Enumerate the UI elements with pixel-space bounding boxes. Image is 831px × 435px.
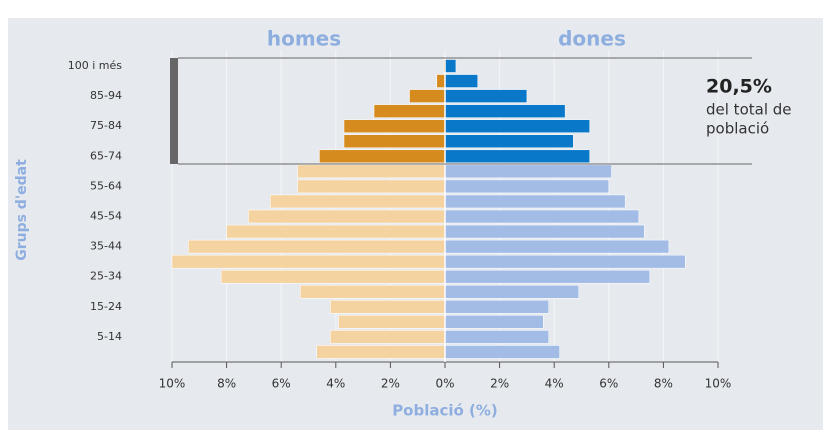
bar — [436, 74, 446, 88]
legend-label: homes — [267, 27, 341, 51]
y-tick-label: 85-94 — [90, 89, 122, 102]
x-tick-label: 4% — [545, 377, 564, 391]
bar — [330, 300, 446, 314]
bar — [343, 134, 446, 148]
bar — [444, 149, 590, 164]
annotation-text: del total de — [706, 101, 792, 119]
bar — [444, 179, 610, 194]
bar — [444, 104, 566, 118]
bar — [444, 330, 549, 344]
bar — [444, 239, 670, 254]
bar — [248, 209, 446, 224]
bar — [444, 74, 479, 88]
x-tick-label: 0% — [435, 377, 454, 391]
x-tick-label: 6% — [599, 377, 618, 391]
bar — [444, 194, 626, 209]
x-tick-label: 6% — [272, 377, 291, 391]
y-tick-label: 15-24 — [90, 300, 122, 313]
bar — [270, 194, 446, 209]
y-tick-label: 65-74 — [90, 149, 122, 162]
bar — [444, 209, 640, 224]
x-tick-label: 8% — [654, 377, 673, 391]
bar — [444, 315, 544, 329]
bar — [444, 164, 612, 179]
bar — [226, 224, 446, 239]
background — [8, 18, 823, 430]
bar — [444, 134, 574, 148]
y-tick-label: 35-44 — [90, 240, 122, 253]
bar — [373, 104, 446, 118]
x-tick-label: 10% — [159, 377, 186, 391]
bar — [330, 330, 446, 344]
x-tick-label: 8% — [217, 377, 236, 391]
y-tick-label: 75-84 — [90, 119, 122, 132]
bar — [343, 119, 446, 133]
annotation-value: 20,5% — [706, 76, 772, 98]
bar — [444, 345, 560, 359]
bar — [444, 224, 645, 239]
x-tick-label: 4% — [326, 377, 345, 391]
bar — [297, 179, 446, 194]
bar — [409, 89, 446, 103]
bar — [338, 315, 446, 329]
bar — [444, 119, 590, 133]
bar — [316, 345, 446, 359]
y-tick-label: 25-34 — [90, 270, 122, 283]
bar — [444, 269, 650, 284]
bar — [297, 164, 446, 179]
bar — [444, 300, 549, 314]
y-axis-label: Grups d'edat — [14, 159, 30, 261]
bar — [444, 59, 457, 73]
y-tick-label: 100 i més — [68, 59, 123, 72]
bar — [300, 285, 446, 299]
bar — [220, 269, 446, 284]
x-tick-label: 2% — [381, 377, 400, 391]
legend-label: dones — [558, 27, 626, 51]
y-tick-label: 5-14 — [97, 330, 122, 343]
bar — [444, 254, 686, 269]
y-tick-label: 45-54 — [90, 210, 122, 223]
annotation-text: població — [706, 120, 769, 138]
x-axis-label: Població (%) — [392, 402, 498, 420]
x-tick-label: 2% — [490, 377, 509, 391]
x-tick-label: 10% — [705, 377, 732, 391]
bracket-bar — [170, 58, 178, 164]
bar — [171, 254, 446, 269]
bar — [444, 89, 528, 103]
bar — [188, 239, 446, 254]
bar — [319, 149, 446, 164]
bar — [444, 285, 580, 299]
y-tick-label: 55-64 — [90, 179, 122, 192]
